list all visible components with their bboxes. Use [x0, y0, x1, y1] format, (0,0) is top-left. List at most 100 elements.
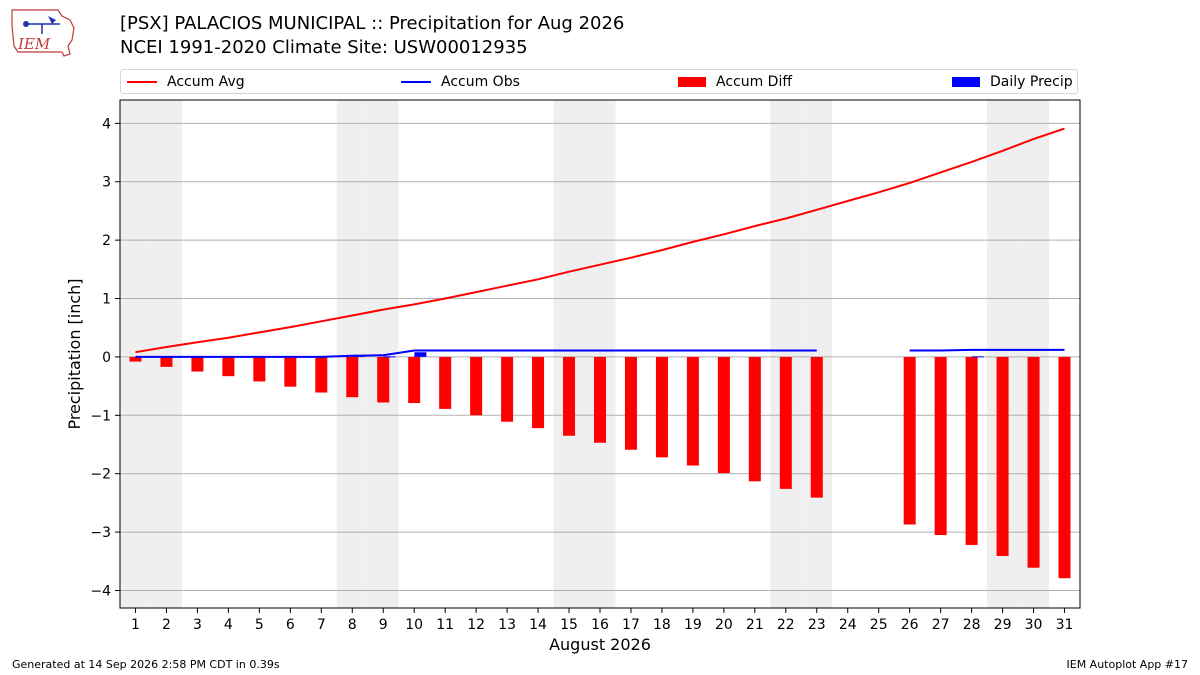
accum-diff-bar-day-12 — [470, 356, 483, 416]
x-tick-label-28: 28 — [963, 617, 981, 633]
y-tick-label--2: −2 — [90, 467, 111, 483]
accum-diff-bar-day-27 — [934, 356, 947, 536]
legend-label-accum-avg: Accum Avg — [167, 74, 245, 90]
accum-diff-bar-day-1 — [129, 356, 142, 362]
y-tick-label-0: 0 — [102, 350, 111, 366]
accum-diff-bar-day-19 — [686, 356, 699, 466]
accum-diff-bar-day-21 — [748, 356, 761, 482]
x-tick-label-12: 12 — [467, 617, 485, 633]
daily-precip-bar-day-8 — [352, 355, 365, 357]
generated-timestamp: Generated at 14 Sep 2026 2:58 PM CDT in … — [12, 658, 280, 671]
x-tick-label-29: 29 — [994, 617, 1012, 633]
x-tick-label-22: 22 — [777, 617, 795, 633]
x-tick-label-3: 3 — [193, 617, 202, 633]
weekend-shade-day-9 — [367, 100, 399, 608]
x-tick-label-1: 1 — [131, 617, 140, 633]
accum-diff-bar-day-15 — [563, 356, 576, 436]
y-tick-label--1: −1 — [90, 408, 111, 424]
y-tick-label--4: −4 — [90, 583, 111, 599]
x-tick-label-17: 17 — [622, 617, 640, 633]
daily-precip-bar-day-9 — [383, 356, 396, 358]
y-axis-label: Precipitation [inch] — [65, 278, 84, 429]
x-tick-label-16: 16 — [591, 617, 609, 633]
x-tick-label-27: 27 — [932, 617, 950, 633]
x-tick-label-24: 24 — [839, 617, 857, 633]
x-tick-label-30: 30 — [1025, 617, 1043, 633]
x-tick-label-4: 4 — [224, 617, 233, 633]
weekend-shade-day-8 — [336, 100, 368, 608]
weekend-shade-day-1 — [120, 100, 151, 608]
accum-diff-bar-day-28 — [965, 356, 978, 545]
x-tick-label-6: 6 — [286, 617, 295, 633]
legend-item-accum-avg: Accum Avg — [127, 73, 245, 91]
accum-obs-line-segment-1 — [909, 348, 1065, 352]
accum-diff-bar-day-8 — [346, 356, 359, 398]
x-tick-label-18: 18 — [653, 617, 671, 633]
weekend-shade-day-22 — [770, 100, 802, 608]
x-tick-label-20: 20 — [715, 617, 733, 633]
legend-swatch-accum-avg — [127, 81, 157, 83]
weekend-shade-day-16 — [584, 100, 616, 608]
y-tick-label-1: 1 — [102, 292, 111, 308]
legend-swatch-accum-obs — [401, 81, 431, 83]
weekend-shading — [120, 100, 1050, 608]
daily-precip-bar-day-28 — [971, 356, 984, 358]
accum-diff-bar-day-13 — [501, 356, 514, 422]
bar-marks — [129, 352, 1071, 579]
x-tick-label-2: 2 — [162, 617, 171, 633]
accum-diff-bar-day-4 — [222, 356, 235, 377]
daily-precip-bar-day-10 — [414, 352, 427, 357]
chart-legend: Accum Avg Accum Obs Accum Diff Daily Pre… — [120, 69, 1078, 94]
legend-item-daily-precip: Daily Precip — [952, 73, 1073, 91]
weekend-shade-day-2 — [150, 100, 182, 608]
x-tick-label-11: 11 — [436, 617, 454, 633]
weekend-shade-day-29 — [987, 100, 1019, 608]
logo-text: IEM — [17, 35, 51, 53]
y-tick-label--3: −3 — [90, 525, 111, 541]
x-tick-label-8: 8 — [348, 617, 357, 633]
accum-diff-bar-day-30 — [1027, 356, 1040, 568]
accum-diff-bar-day-2 — [160, 356, 173, 367]
accum-diff-bar-day-20 — [717, 356, 730, 474]
accum-diff-bar-day-6 — [284, 356, 297, 387]
legend-item-accum-diff: Accum Diff — [678, 73, 792, 91]
accum-diff-bar-day-14 — [532, 356, 545, 429]
x-tick-label-31: 31 — [1056, 617, 1074, 633]
accum-diff-bar-day-17 — [624, 356, 637, 450]
x-tick-label-26: 26 — [901, 617, 919, 633]
accum-diff-bar-day-7 — [315, 356, 328, 393]
x-tick-label-5: 5 — [255, 617, 264, 633]
weekend-shade-day-30 — [1018, 100, 1050, 608]
x-tick-label-23: 23 — [808, 617, 826, 633]
accum-diff-bar-day-29 — [996, 356, 1009, 557]
legend-label-accum-obs: Accum Obs — [441, 74, 520, 90]
legend-swatch-daily-precip — [952, 77, 980, 87]
legend-label-accum-diff: Accum Diff — [716, 74, 793, 90]
x-tick-label-19: 19 — [684, 617, 702, 633]
iem-logo: IEM — [11, 9, 75, 57]
x-tick-label-10: 10 — [405, 617, 423, 633]
y-tick-label-2: 2 — [102, 233, 111, 249]
accum-diff-bar-day-3 — [191, 356, 204, 372]
x-tick-label-15: 15 — [560, 617, 578, 633]
y-tick-label-4: 4 — [102, 116, 111, 132]
legend-item-accum-obs: Accum Obs — [401, 73, 520, 91]
x-tick-label-25: 25 — [870, 617, 888, 633]
chart-title: [PSX] PALACIOS MUNICIPAL :: Precipitatio… — [120, 13, 625, 34]
accum-diff-bar-day-10 — [408, 356, 421, 404]
weekend-shade-day-15 — [553, 100, 585, 608]
accum-diff-bar-day-18 — [655, 356, 668, 458]
x-axis-label: August 2026 — [549, 635, 651, 654]
x-tick-label-13: 13 — [498, 617, 516, 633]
x-tick-label-7: 7 — [317, 617, 326, 633]
accum-diff-bar-day-9 — [377, 356, 390, 403]
accum-diff-bar-day-16 — [594, 356, 606, 443]
legend-swatch-accum-diff — [678, 77, 706, 87]
plot-frame — [119, 99, 1081, 609]
weekend-shade-day-23 — [801, 100, 833, 608]
chart-subtitle: NCEI 1991-2020 Climate Site: USW00012935 — [120, 37, 528, 58]
x-tick-label-14: 14 — [529, 617, 547, 633]
line-marks — [135, 127, 1065, 358]
x-tick-label-9: 9 — [379, 617, 388, 633]
